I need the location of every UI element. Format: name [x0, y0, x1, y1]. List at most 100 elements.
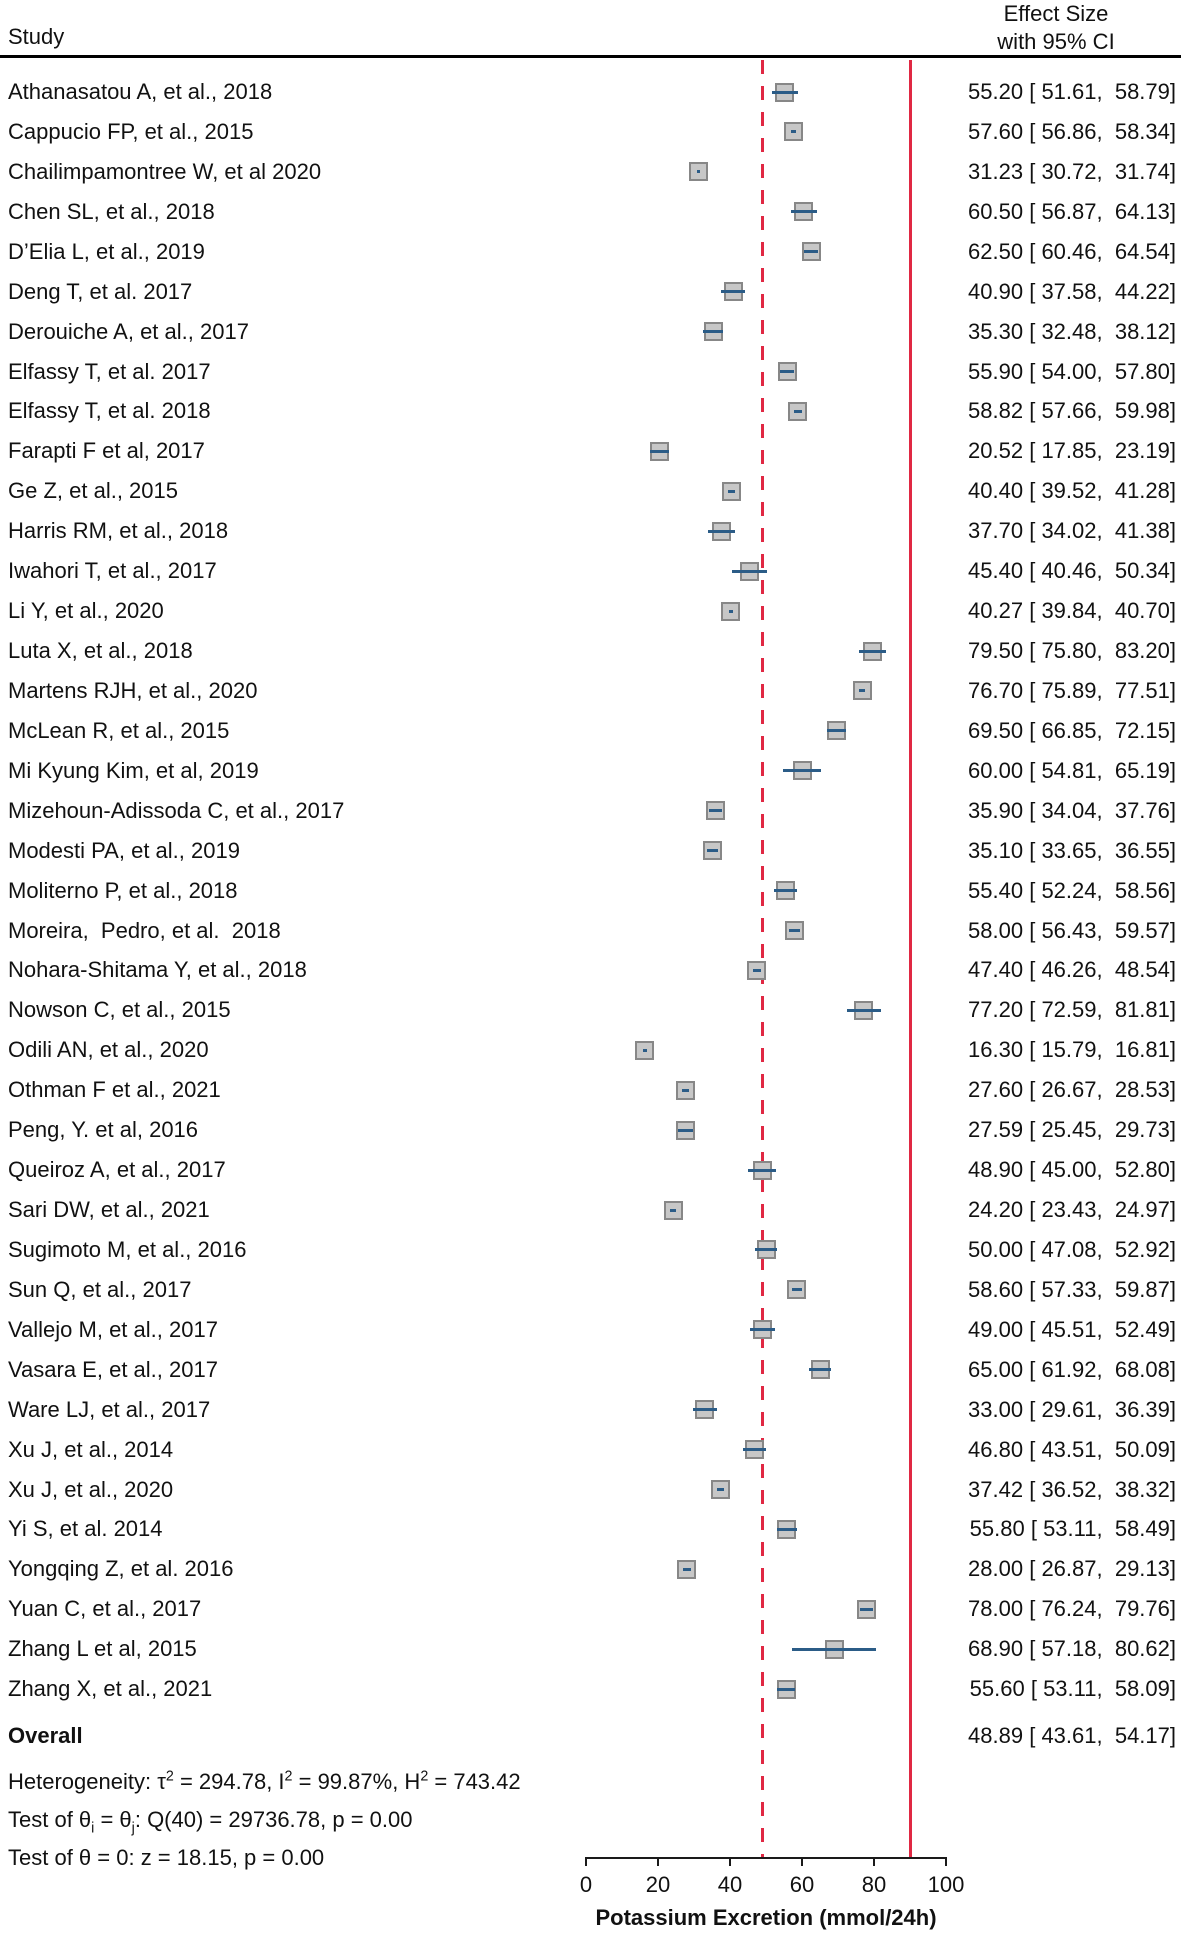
effect-value: 40.27 [ 39.84, 40.70]: [968, 598, 1176, 624]
study-label: Sun Q, et al., 2017: [8, 1276, 192, 1302]
study-label: Zhang X, et al., 2021: [8, 1676, 213, 1702]
effect-value: 27.59 [ 25.45, 29.73]: [968, 1117, 1176, 1143]
effect-value: 37.42 [ 36.52, 38.32]: [968, 1476, 1176, 1502]
effect-value: 60.00 [ 54.81, 65.19]: [968, 757, 1176, 783]
ci-line: [803, 250, 819, 254]
x-tick: [945, 1857, 947, 1866]
ci-line: [682, 1088, 689, 1092]
ci-line: [777, 1687, 796, 1691]
ci-line: [721, 290, 746, 294]
effect-value: 77.20 [ 72.59, 81.81]: [968, 997, 1176, 1023]
ci-line: [790, 130, 796, 134]
x-tick-label: 20: [645, 1872, 671, 1897]
ci-line: [717, 1488, 724, 1492]
study-label: Vasara E, et al., 2017: [8, 1356, 218, 1382]
study-label: Zhang L et al, 2015: [8, 1636, 197, 1662]
effect-value: 55.40 [ 52.24, 58.56]: [968, 877, 1176, 903]
ci-line: [729, 609, 733, 613]
study-label: Cappucio FP, et al., 2015: [8, 118, 254, 144]
ci-line: [682, 1567, 691, 1571]
effect-value: 27.60 [ 26.67, 28.53]: [968, 1077, 1176, 1103]
effect-value: 35.90 [ 34.04, 37.76]: [968, 797, 1176, 823]
study-label: Vallejo M, et al., 2017: [8, 1316, 218, 1342]
reference-line-dashed: [760, 60, 764, 1858]
zero-effect-test: Test of θ = 0: z = 18.15, p = 0.00: [8, 1845, 325, 1870]
ci-line: [748, 1168, 777, 1172]
reference-line-solid: [908, 60, 912, 1858]
ci-line: [755, 1248, 777, 1252]
ci-line: [728, 489, 735, 493]
ci-line: [749, 1328, 775, 1332]
overall-effect-value: 48.89 [ 43.61, 54.17]: [968, 1723, 1176, 1748]
study-label: Iwahori T, et al., 2017: [8, 558, 217, 584]
effect-value: 69.50 [ 66.85, 72.15]: [968, 717, 1176, 743]
study-label: Xu J, et al., 2014: [8, 1436, 174, 1462]
study-label: Othman F et al., 2021: [8, 1077, 221, 1103]
effect-value: 35.10 [ 33.65, 36.55]: [968, 837, 1176, 863]
effect-value: 55.20 [ 51.61, 58.79]: [968, 79, 1176, 104]
x-tick: [657, 1857, 659, 1866]
x-tick-label: 60: [789, 1872, 815, 1897]
effect-value: 55.60 [ 53.11, 58.09]: [969, 1676, 1176, 1702]
ci-line: [708, 809, 722, 813]
ci-line: [860, 1607, 874, 1611]
study-label: Nohara-Shitama Y, et al., 2018: [8, 957, 307, 983]
ci-line: [789, 929, 801, 933]
ci-line: [731, 569, 768, 573]
ci-line: [777, 1527, 797, 1531]
effect-value: 33.00 [ 29.61, 36.39]: [968, 1396, 1176, 1422]
effect-value: 31.23 [ 30.72, 31.74]: [968, 158, 1176, 184]
x-tick-label: 0: [579, 1872, 593, 1897]
overall-label: Overall: [8, 1723, 83, 1748]
effect-size-header-line2: with 95% CI: [997, 29, 1115, 54]
ci-line: [783, 769, 821, 773]
effect-value: 50.00 [ 47.08, 52.92]: [968, 1236, 1176, 1262]
study-label: Queiroz A, et al., 2017: [8, 1157, 226, 1183]
ci-line: [847, 1008, 881, 1012]
x-tick-label: 100: [927, 1872, 965, 1897]
homogeneity-test: Test of θi = θj: Q(40) = 29736.78, p = 0…: [8, 1807, 413, 1837]
effect-value: 24.20 [ 23.43, 24.97]: [968, 1197, 1176, 1223]
x-tick: [729, 1857, 731, 1866]
study-label: Moliterno P, et al., 2018: [8, 877, 238, 903]
effect-value: 65.00 [ 61.92, 68.08]: [968, 1356, 1176, 1382]
effect-value: 49.00 [ 45.51, 52.49]: [968, 1316, 1176, 1342]
effect-value: 62.50 [ 60.46, 64.54]: [968, 238, 1176, 264]
ci-line: [707, 849, 718, 853]
study-label: Nowson C, et al., 2015: [8, 997, 231, 1023]
x-axis-title: Potassium Excretion (mmol/24h): [595, 1905, 937, 1930]
effect-value: 48.90 [ 45.00, 52.80]: [968, 1157, 1176, 1183]
x-tick: [801, 1857, 803, 1866]
effect-value: 55.90 [ 54.00, 57.80]: [968, 358, 1176, 384]
study-label: Farapti F et al, 2017: [8, 438, 205, 464]
ci-line: [791, 1647, 877, 1651]
ci-line: [677, 1128, 694, 1132]
study-label: Yuan C, et al., 2017: [8, 1596, 202, 1622]
column-header-study: Study: [8, 24, 65, 49]
study-label: Odili AN, et al., 2020: [8, 1037, 209, 1063]
ci-line: [708, 529, 735, 533]
heterogeneity-stats: Heterogeneity: τ2 = 294.78, I2 = 99.87%,…: [8, 1768, 521, 1794]
effect-value: 20.52 [ 17.85, 23.19]: [968, 438, 1176, 464]
study-label: Ge Z, et al., 2015: [8, 478, 178, 504]
study-label: Harris RM, et al., 2018: [8, 518, 229, 544]
ci-line: [742, 1448, 767, 1452]
study-label: Mi Kyung Kim, et al, 2019: [8, 757, 259, 783]
study-label: Elfassy T, et al. 2018: [8, 398, 211, 424]
x-tick: [585, 1857, 587, 1866]
effect-value: 16.30 [ 15.79, 16.81]: [968, 1037, 1176, 1063]
study-label: Moreira, Pedro, et al. 2018: [8, 917, 281, 943]
effect-size-header-line1: Effect Size: [1003, 1, 1109, 26]
effect-value: 58.82 [ 57.66, 59.98]: [968, 398, 1176, 424]
effect-value: 47.40 [ 46.26, 48.54]: [968, 957, 1176, 983]
ci-line: [670, 1208, 676, 1212]
ci-line: [826, 729, 846, 733]
study-label: Xu J, et al., 2020: [8, 1476, 174, 1502]
effect-value: 45.40 [ 40.46, 50.34]: [968, 558, 1176, 584]
study-label: Yi S, et al. 2014: [8, 1516, 163, 1542]
effect-value: 76.70 [ 75.89, 77.51]: [968, 677, 1176, 703]
study-label: Luta X, et al., 2018: [8, 638, 193, 664]
study-label: Sari DW, et al., 2021: [8, 1197, 210, 1223]
ci-line: [752, 968, 761, 972]
